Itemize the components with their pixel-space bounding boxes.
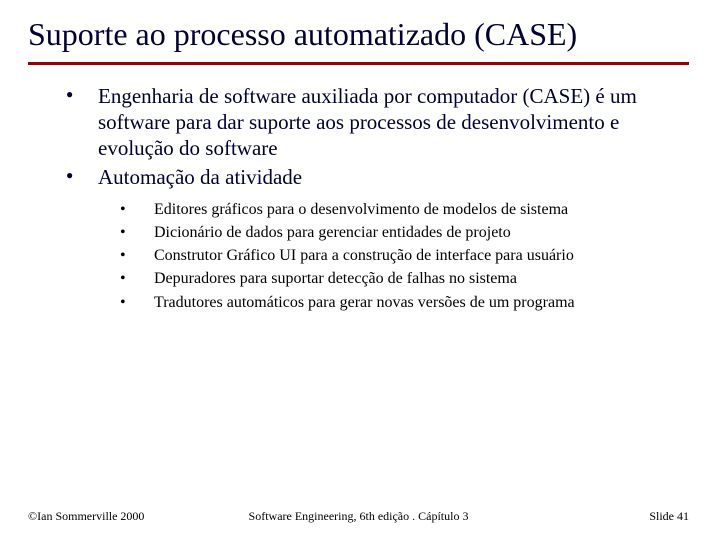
main-bullet-list: Engenharia de software auxiliada por com… bbox=[56, 83, 683, 190]
main-bullet: Engenharia de software auxiliada por com… bbox=[56, 83, 683, 162]
slide-footer: ©Ian Sommerville 2000 Software Engineeri… bbox=[28, 509, 689, 524]
sub-bullet: Construtor Gráfico UI para a construção … bbox=[56, 244, 683, 267]
main-bullet: Automação da atividade bbox=[56, 164, 683, 190]
title-rule bbox=[28, 62, 689, 65]
sub-bullet: Depuradores para suportar detecção de fa… bbox=[56, 267, 683, 290]
sub-bullet: Tradutores automáticos para gerar novas … bbox=[56, 291, 683, 314]
slide: Suporte ao processo automatizado (CASE) … bbox=[0, 0, 717, 538]
slide-body: Engenharia de software auxiliada por com… bbox=[28, 83, 689, 314]
slide-title: Suporte ao processo automatizado (CASE) bbox=[28, 16, 689, 54]
sub-bullet: Editores gráficos para o desenvolvimento… bbox=[56, 198, 683, 221]
footer-right: Slide 41 bbox=[649, 509, 689, 524]
footer-left: ©Ian Sommerville 2000 bbox=[28, 509, 144, 524]
sub-bullet: Dicionário de dados para gerenciar entid… bbox=[56, 221, 683, 244]
sub-bullet-list: Editores gráficos para o desenvolvimento… bbox=[56, 198, 683, 314]
footer-center: Software Engineering, 6th edição . Cápít… bbox=[249, 509, 469, 524]
